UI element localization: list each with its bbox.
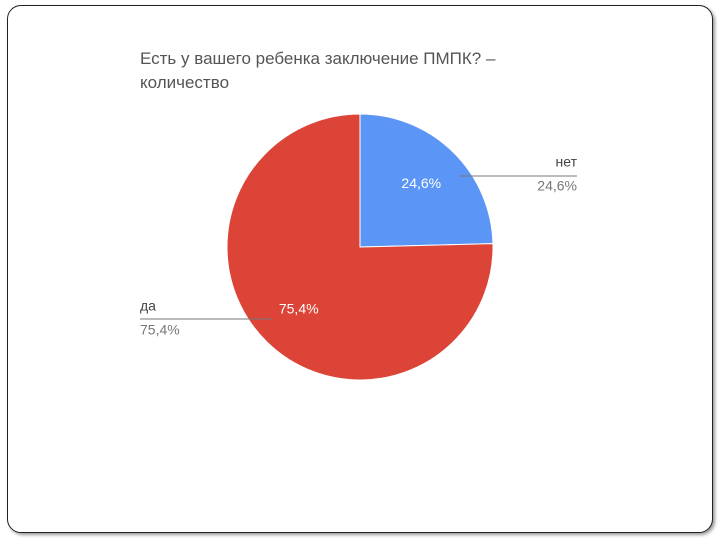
- legend-value: 75,4%: [140, 322, 180, 338]
- chart-title: Есть у вашего ребенка заключение ПМПК? –…: [140, 49, 496, 92]
- slice-label: 75,4%: [279, 301, 319, 317]
- pie-slice: [359, 113, 494, 248]
- legend-label: нет: [556, 154, 578, 170]
- legend-value: 24,6%: [537, 178, 577, 194]
- pie-slice: [226, 113, 494, 381]
- slice-label: 24,6%: [401, 175, 441, 191]
- legend-label: да: [140, 298, 156, 314]
